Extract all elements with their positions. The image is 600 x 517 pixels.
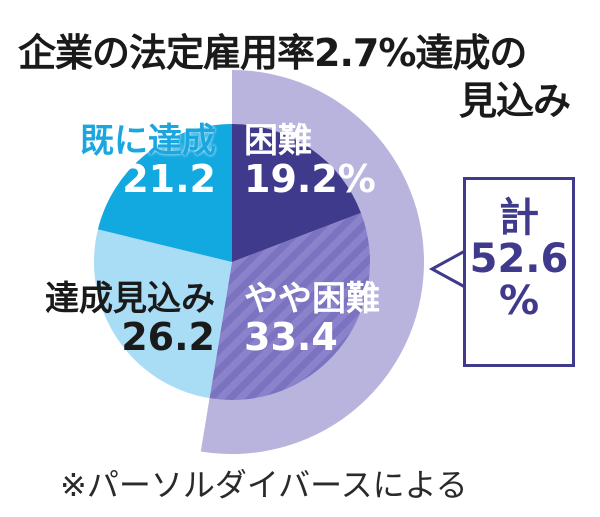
label-already-achieved-name: 既に達成 bbox=[80, 121, 216, 161]
label-difficult-value: 19.2% bbox=[244, 156, 376, 201]
callout-value: 52.6 bbox=[469, 236, 569, 282]
pie-slice bbox=[232, 124, 361, 262]
callout-label: 計 bbox=[499, 195, 539, 241]
pie-slices bbox=[94, 124, 371, 400]
label-already-achieved: 既に達成 21.2 bbox=[48, 121, 216, 201]
source-note: ※パーソルダイバースによる bbox=[60, 466, 468, 504]
label-expected: 達成見込み 26.2 bbox=[10, 279, 215, 359]
label-expected-name: 達成見込み bbox=[45, 279, 215, 319]
total-callout-box: 計 52.6 % bbox=[463, 177, 575, 367]
label-already-achieved-value: 21.2 bbox=[122, 156, 216, 201]
chart-title-line1: 企業の法定雇用率2.7%達成の bbox=[18, 31, 527, 75]
label-somewhat-difficult-value: 33.4 bbox=[244, 314, 338, 359]
label-expected-value: 26.2 bbox=[121, 314, 215, 359]
label-somewhat-difficult-name: やや困難 bbox=[244, 279, 380, 319]
chart-title-line2: 見込み bbox=[458, 79, 571, 123]
label-difficult-name: 困難 bbox=[244, 121, 312, 161]
callout-pointer-icon bbox=[428, 249, 468, 289]
pie-slice bbox=[94, 229, 232, 399]
callout-unit: % bbox=[498, 278, 540, 324]
label-somewhat-difficult: やや困難 33.4 bbox=[244, 279, 380, 359]
pie-slice bbox=[97, 124, 232, 262]
pie-slice bbox=[209, 212, 371, 400]
label-difficult: 困難 19.2% bbox=[244, 121, 376, 201]
